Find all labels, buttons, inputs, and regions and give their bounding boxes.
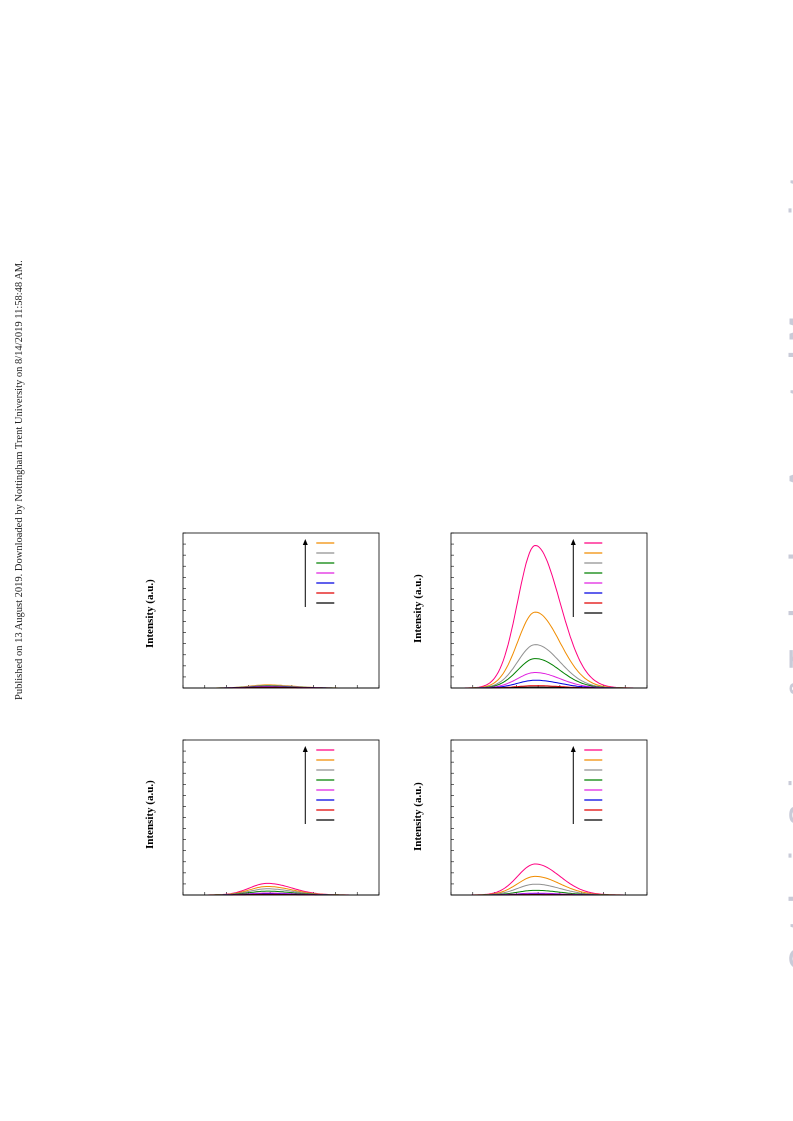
plot-frame: [182, 739, 380, 896]
plot-frame: [450, 739, 648, 896]
series-line: [451, 686, 647, 689]
chart-panel-bottom-right: Intensity (a.u.): [408, 737, 653, 902]
series-line: [451, 544, 647, 689]
publication-note: Published on 13 August 2019. Downloaded …: [14, 260, 25, 700]
series-line: [451, 611, 647, 689]
plot-frame: [182, 532, 380, 689]
chart-plot: [182, 739, 380, 896]
series-line: [451, 658, 647, 689]
chart-panel-top-right: Intensity (a.u.): [408, 530, 653, 695]
legend-arrow-head: [302, 539, 308, 545]
chart-panel-top-left: Intensity (a.u.): [140, 530, 385, 695]
plot-frame: [450, 532, 648, 689]
chart-panel-bottom-left: Intensity (a.u.): [140, 737, 385, 902]
chart-plot: [450, 532, 648, 689]
legend-arrow-head: [570, 746, 576, 752]
legend-arrow-head: [302, 746, 308, 752]
chart-plot: [182, 532, 380, 689]
chart-plot: [450, 739, 648, 896]
legend-arrow-head: [570, 539, 576, 545]
journal-watermark: Catalysis Science & Technology Accepted …: [784, 176, 793, 970]
